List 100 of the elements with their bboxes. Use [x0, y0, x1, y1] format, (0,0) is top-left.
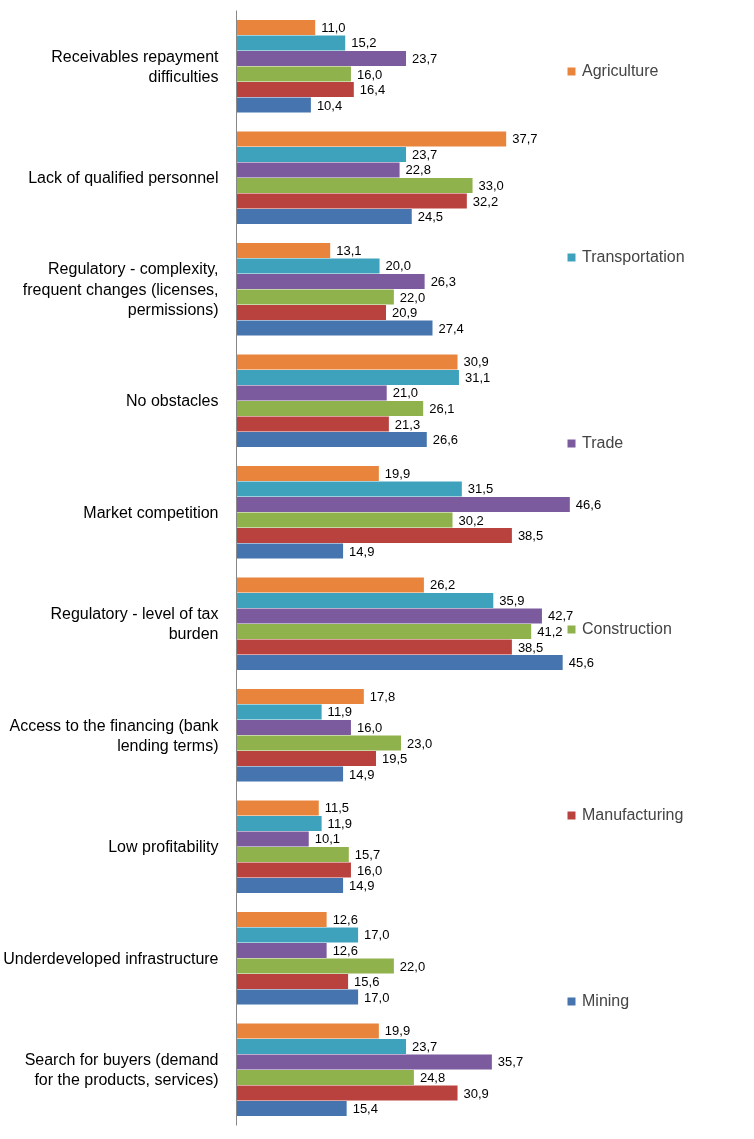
bar [236, 623, 532, 640]
data-label: 15,2 [351, 35, 377, 51]
bar [236, 496, 570, 513]
data-label: 24,8 [419, 1070, 446, 1085]
y-tick-label: Underdeveloped infrastructure [3, 949, 219, 967]
data-label: 33,0 [478, 178, 504, 193]
bar [236, 735, 402, 751]
data-label: 45,6 [568, 655, 594, 671]
data-label: 16,0 [356, 720, 383, 735]
data-label: 23,7 [412, 1038, 438, 1054]
bar [236, 989, 359, 1005]
bar [236, 592, 494, 609]
bar [236, 831, 309, 847]
bar [236, 465, 379, 482]
bar [236, 177, 473, 194]
data-label: 17,0 [364, 927, 390, 943]
bar [236, 577, 424, 593]
legend-label: Transportation [582, 248, 685, 266]
y-tick-label: No obstacles [126, 392, 219, 410]
bar [236, 369, 459, 386]
bar [236, 258, 380, 274]
data-label: 26,2 [429, 577, 456, 593]
bar [236, 131, 507, 147]
data-label: 17,0 [364, 989, 390, 1005]
bar [236, 289, 394, 305]
data-label: 14,9 [349, 766, 375, 782]
data-label: 13,1 [336, 242, 362, 258]
bar [236, 846, 349, 863]
bar [236, 400, 424, 417]
bar [236, 958, 394, 974]
bar [236, 719, 351, 736]
data-label: 24,5 [417, 209, 444, 225]
bar [236, 320, 433, 336]
bar [236, 193, 467, 209]
data-label: 20,0 [385, 258, 411, 274]
bar [236, 273, 425, 290]
y-tick-label: Receivables repayment difficulties [51, 47, 220, 85]
bar [236, 431, 427, 448]
data-label: 21,0 [392, 385, 419, 401]
y-tick-label: Regulatory - complexity, frequent changes (licenses, permissions) [22, 260, 219, 319]
bar [236, 927, 359, 943]
data-label: 12,6 [332, 943, 358, 958]
bar [236, 543, 344, 559]
bar [236, 481, 462, 497]
data-label: 17,8 [369, 688, 396, 704]
data-label: 21,3 [394, 416, 421, 432]
data-label: 20,9 [392, 305, 418, 321]
bar [236, 688, 364, 705]
bar [236, 608, 542, 624]
data-label: 16,0 [356, 862, 383, 878]
data-label: 37,7 [512, 131, 538, 147]
data-label: 16,4 [359, 82, 386, 98]
bar [236, 766, 344, 782]
bar [236, 1054, 492, 1070]
legend-label: Manufacturing [582, 806, 684, 824]
data-label: 30,9 [463, 1085, 489, 1101]
data-label: 22,8 [405, 162, 431, 178]
data-label: 16,0 [356, 66, 383, 82]
bar [236, 1069, 414, 1086]
data-label: 31,1 [464, 369, 491, 385]
bar [236, 146, 407, 163]
data-label: 26,3 [430, 274, 456, 289]
bar [236, 527, 512, 544]
data-label: 14,9 [349, 878, 375, 894]
bar [236, 19, 316, 36]
bar [236, 35, 346, 51]
data-label: 11,9 [327, 704, 352, 720]
bar [236, 815, 322, 832]
bar [236, 242, 331, 259]
bar [236, 208, 412, 225]
data-label: 19,9 [384, 1023, 411, 1039]
data-label: 26,6 [432, 432, 459, 448]
data-label: 15,6 [354, 974, 380, 990]
data-label: 32,2 [472, 193, 499, 209]
data-label: 11,5 [324, 800, 350, 816]
data-label: 23,7 [412, 51, 438, 66]
data-label: 12,6 [332, 911, 358, 927]
data-label: 10,1 [314, 831, 341, 847]
bar [236, 304, 386, 321]
data-label: 26,1 [429, 401, 455, 416]
bar [236, 862, 351, 878]
bar [236, 911, 327, 928]
data-label: 15,4 [352, 1101, 378, 1117]
bar [236, 654, 563, 671]
data-label: 42,7 [547, 608, 574, 624]
data-label: 11,9 [327, 815, 352, 831]
legend-label: Mining [582, 992, 630, 1010]
bar [236, 512, 453, 528]
y-tick-label: Lack of qualified personnel [28, 169, 219, 187]
bar [236, 1100, 347, 1117]
data-label: 30,9 [463, 354, 489, 370]
bar [236, 973, 349, 990]
bar [236, 416, 389, 432]
bar [236, 81, 354, 98]
data-label: 27,4 [438, 320, 464, 336]
bar [236, 639, 512, 655]
bar [236, 750, 376, 767]
data-label: 23,0 [407, 735, 433, 751]
data-label: 22,0 [399, 958, 426, 974]
bar [236, 50, 407, 67]
